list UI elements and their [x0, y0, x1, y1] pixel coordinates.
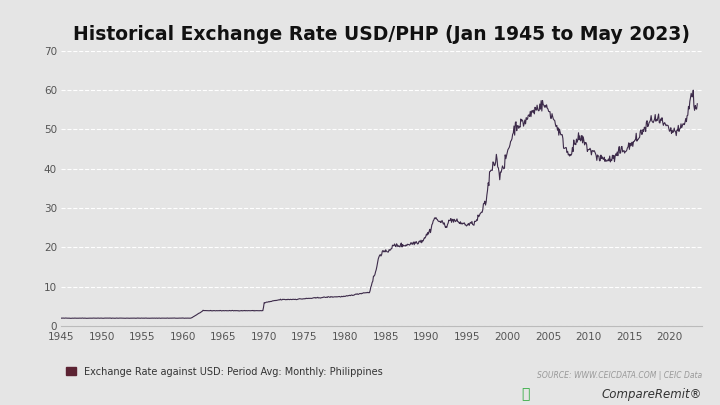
Legend: Exchange Rate against USD: Period Avg: Monthly: Philippines: Exchange Rate against USD: Period Avg: M… — [66, 367, 382, 377]
Title: Historical Exchange Rate USD/PHP (Jan 1945 to May 2023): Historical Exchange Rate USD/PHP (Jan 19… — [73, 25, 690, 43]
Text: Ⓢ: Ⓢ — [521, 387, 529, 401]
Text: CompareRemit®: CompareRemit® — [602, 388, 702, 401]
Text: SOURCE: WWW.CEICDATA.COM | CEIC Data: SOURCE: WWW.CEICDATA.COM | CEIC Data — [537, 371, 702, 379]
